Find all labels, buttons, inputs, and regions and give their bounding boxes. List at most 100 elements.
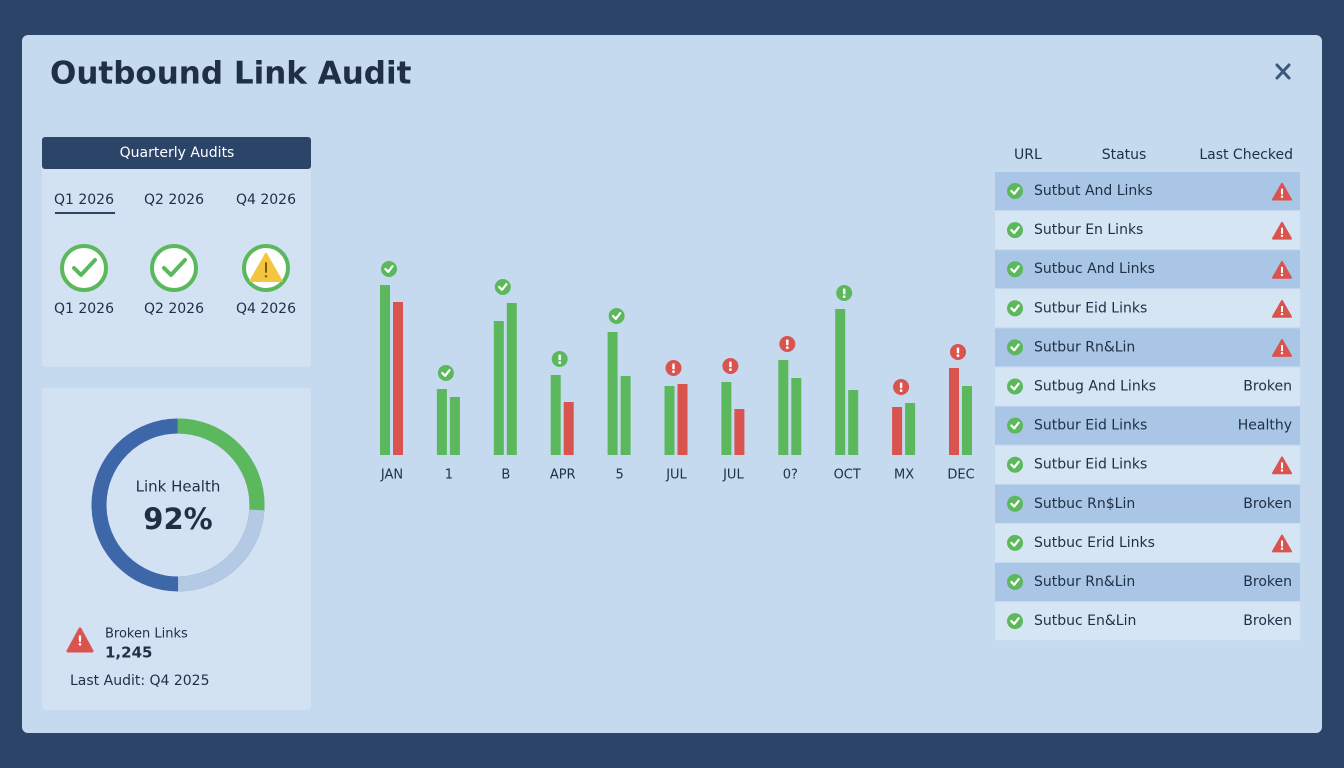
alert-icon: [836, 285, 853, 301]
health-value: 92%: [143, 502, 212, 536]
warning-icon: [249, 252, 283, 282]
icon-bang: [1281, 540, 1283, 547]
table-row: [995, 484, 1300, 523]
last-audit: Last Audit: Q4 2025: [70, 673, 210, 689]
check-icon: [1007, 534, 1023, 551]
broken-icon: !: [66, 627, 94, 653]
column-header: Last Checked: [1199, 147, 1293, 163]
icon-dot: [899, 389, 903, 392]
check-icon: [1007, 417, 1023, 434]
icon-check: [1010, 304, 1020, 313]
bar: [721, 382, 732, 455]
check-icon: [608, 308, 625, 324]
x-tick-label: 0?: [783, 468, 798, 483]
alert-icon: [665, 360, 682, 376]
icon-bang: [672, 363, 675, 370]
icon-check: [1010, 578, 1020, 586]
tab[interactable]: Q2 2026: [144, 192, 204, 208]
x-tick-label: DEC: [947, 468, 974, 483]
icon-bang: [843, 288, 846, 295]
table-row: [995, 211, 1300, 250]
url-cell: Sutbuc Rn$Lin: [1034, 496, 1135, 512]
check-icon: [1007, 495, 1023, 512]
bar: [892, 407, 903, 455]
tab[interactable]: Q1 2026: [54, 192, 114, 208]
table-row: [995, 172, 1300, 210]
url-cell: Sutbur Rn&Lin: [1034, 339, 1135, 355]
warning-icon: [1272, 182, 1292, 201]
icon-check: [384, 265, 394, 273]
warning-icon: [1272, 456, 1292, 475]
icon-check: [1010, 265, 1020, 274]
icon-check: [1010, 382, 1020, 391]
svg-text:!: !: [77, 635, 83, 650]
alert-icon: [950, 344, 966, 360]
status-ring: [150, 244, 198, 292]
x-tick-label: MX: [894, 468, 914, 483]
icon-check: [1010, 538, 1020, 547]
url-cell: Sutbur Eid Links: [1034, 418, 1147, 434]
bar: [848, 390, 859, 455]
x-tick-label: B: [501, 468, 510, 483]
warning-icon: [1272, 339, 1292, 357]
alert-icon: [779, 336, 796, 352]
icon-bang: [956, 347, 960, 354]
bar: [607, 332, 618, 455]
check-icon: [1007, 183, 1023, 199]
icon-check: [1010, 343, 1020, 352]
icon-dot: [956, 354, 960, 357]
last-checked-cell: Healthy: [1238, 418, 1292, 434]
url-cell: Sutbur Rn&Lin: [1034, 574, 1135, 590]
icon-check: [1010, 460, 1020, 469]
table-row: [995, 563, 1300, 601]
check-icon: [1007, 574, 1023, 590]
icon-check: [498, 283, 508, 291]
bar: [550, 375, 561, 455]
bar: [778, 360, 789, 455]
icon-check: [611, 312, 622, 320]
x-tick-label: JAN: [380, 468, 403, 483]
bar: [506, 303, 517, 455]
status-label: Q1 2026: [54, 301, 114, 317]
card-title: Quarterly Audits: [120, 145, 235, 161]
warning-icon: [1272, 534, 1292, 553]
check-icon: [1007, 456, 1023, 473]
tab[interactable]: Q4 2026: [236, 192, 296, 208]
icon-check: [1010, 226, 1020, 235]
icon-bang: [1281, 345, 1283, 352]
close-button[interactable]: [1275, 63, 1291, 80]
health-label: Link Health: [136, 478, 221, 496]
icon-dot: [558, 361, 562, 364]
bar: [620, 376, 631, 455]
x-tick-label: JUL: [722, 468, 744, 483]
icon-dot: [842, 295, 846, 298]
bar: [563, 402, 574, 455]
icon-dot: [785, 346, 789, 349]
icon-bang: [899, 382, 903, 389]
health-card: [42, 388, 311, 710]
check-icon: [437, 365, 454, 381]
alert-icon: [722, 358, 739, 374]
icon-dot: [1280, 234, 1284, 238]
status-label: Q4 2026: [236, 301, 296, 317]
table-row: [995, 289, 1300, 328]
icon-dot: [1280, 195, 1284, 198]
bar: [393, 302, 403, 455]
check-icon: [381, 261, 397, 277]
url-cell: Sutbur Eid Links: [1034, 300, 1147, 316]
column-header: URL: [1014, 147, 1042, 163]
bar: [835, 309, 846, 455]
url-cell: Sutbuc And Links: [1034, 261, 1155, 277]
status-check: [162, 258, 187, 277]
status-ring: [60, 244, 108, 292]
x-tick-label: 1: [445, 468, 453, 483]
url-cell: Sutbur Eid Links: [1034, 457, 1147, 473]
broken-label: Broken Links: [105, 627, 188, 642]
icon-bang: [558, 354, 561, 361]
bar: [962, 386, 972, 455]
table-row: [995, 406, 1300, 445]
x-tick-label: APR: [550, 468, 576, 483]
warning-icon: [1272, 260, 1292, 279]
x-tick-label: JUL: [665, 468, 687, 483]
icon-bang: [1281, 188, 1283, 195]
